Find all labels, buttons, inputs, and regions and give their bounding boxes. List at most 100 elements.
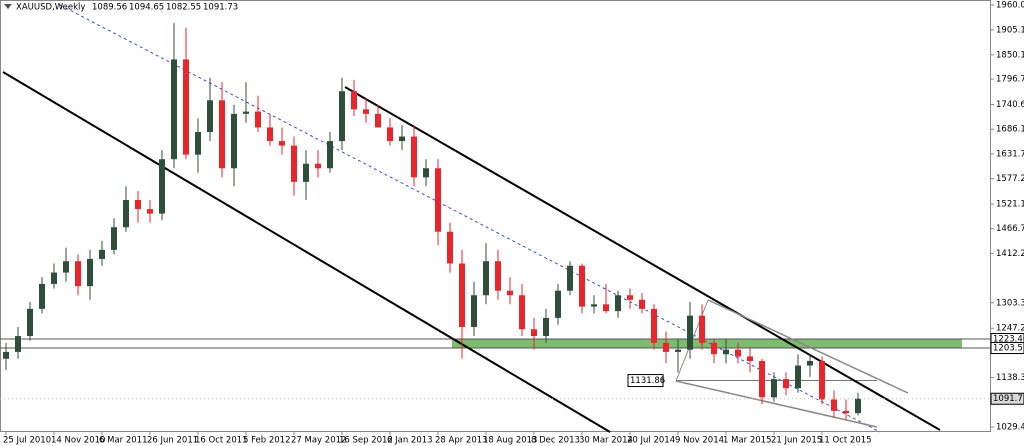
candle-body [39, 284, 45, 309]
candle-body [663, 343, 669, 352]
candle-body [483, 261, 489, 295]
candle-body [699, 316, 705, 343]
candle-body [243, 112, 249, 114]
y-tick-label: 1247.25 [996, 324, 1024, 334]
candle-body [651, 309, 657, 343]
candle-body [3, 352, 9, 359]
x-tick-label: 14 Nov 2010 [51, 436, 105, 446]
candle-body [51, 273, 57, 284]
candle-body [519, 295, 525, 329]
candle-body [63, 261, 69, 272]
y-tick-label: 1303.35 [996, 298, 1024, 308]
candle-body [807, 361, 813, 366]
candle-body [147, 209, 153, 214]
y-tick-label: 1138.35 [996, 373, 1024, 383]
candle-body [195, 132, 201, 155]
candle-body [171, 59, 177, 159]
x-tick-label: 30 Mar 2014 [579, 436, 633, 446]
candle-body [255, 112, 261, 128]
candle-body [375, 114, 381, 128]
candle-body [183, 59, 189, 154]
candle-body [507, 291, 513, 296]
x-tick-label: 18 Aug 2013 [483, 436, 537, 446]
candle-body [291, 146, 297, 182]
y-tick-label: 1686.15 [996, 125, 1024, 135]
y-tick-label: 1796.70 [996, 75, 1024, 85]
candle-body [159, 159, 165, 213]
candle-body [207, 100, 213, 132]
candle-body [387, 127, 393, 141]
candle-body [567, 266, 573, 291]
candle-body [783, 379, 789, 388]
x-tick-label: 1 Mar 2015 [723, 436, 771, 446]
candle-body [531, 329, 537, 336]
x-tick-label: 8 Dec 2013 [531, 436, 580, 446]
candle-body [543, 318, 549, 336]
candle-body [447, 232, 453, 264]
candle-body [579, 266, 585, 307]
candle-body [15, 336, 21, 352]
x-tick-label: 6 Jan 2013 [387, 436, 433, 446]
candle-body [771, 379, 777, 397]
y-tick-label: 1521.15 [996, 200, 1024, 210]
x-tick-label: 16 Oct 2011 [195, 436, 248, 446]
candle-body [675, 350, 681, 352]
x-tick-label: 20 Jul 2014 [627, 436, 675, 446]
ohlc-value: 1082.55 [166, 3, 201, 13]
candle-body [219, 100, 225, 168]
candle-body [267, 127, 273, 141]
candle-body [459, 263, 465, 326]
candle-body [411, 137, 417, 178]
candle-body [603, 304, 609, 311]
candle-body [819, 361, 825, 400]
candle-body [711, 343, 717, 354]
candle-body [87, 259, 93, 286]
candle-body [279, 141, 285, 146]
y-tick-label: 1029.45 [996, 422, 1024, 432]
x-tick-label: 6 Mar 2011 [99, 436, 147, 446]
candle-body [795, 366, 801, 389]
candle-body [123, 200, 129, 227]
support-zone [452, 339, 962, 348]
y-tick-label: 1577.25 [996, 174, 1024, 184]
candle-body [747, 356, 753, 361]
candle-body [111, 227, 117, 250]
ohlc-value: 1089.56 [92, 3, 127, 13]
x-tick-label: 16 Sep 2012 [339, 436, 393, 446]
x-tick-label: 26 Jun 2011 [147, 436, 198, 446]
x-tick-label: 11 Oct 2015 [819, 436, 872, 446]
x-tick-label: 25 Jul 2010 [3, 436, 51, 446]
candle-body [723, 350, 729, 355]
y-tick-label: 1905.10 [996, 25, 1024, 35]
candle-body [495, 261, 501, 290]
y-tick-label: 1960.05 [996, 1, 1024, 11]
candle-body [423, 168, 429, 177]
candle-body [843, 411, 849, 413]
candle-body [135, 200, 141, 209]
x-tick-label: 21 Jun 2015 [771, 436, 822, 446]
candle-body [627, 295, 633, 300]
y-tick-label: 1466.70 [996, 224, 1024, 234]
candle-body [99, 250, 105, 259]
x-tick-label: 5 Feb 2012 [243, 436, 291, 446]
candle-body [435, 168, 441, 231]
candle-body [231, 114, 237, 168]
candle-body [363, 109, 369, 114]
candle-body [639, 300, 645, 309]
candle-body [303, 164, 309, 182]
candle-body [735, 350, 741, 357]
candle-body [471, 295, 477, 327]
candle-body [327, 141, 333, 168]
candle-body [555, 291, 561, 318]
ohlc-value: 1091.73 [203, 3, 238, 13]
y-tick-label: 1740.60 [996, 100, 1024, 110]
y-tick-label: 1850.15 [996, 50, 1024, 60]
candle-body [399, 137, 405, 142]
candle-body [615, 295, 621, 311]
x-tick-label: 9 Nov 2014 [675, 436, 724, 446]
candle-body [591, 304, 597, 306]
candle-body [831, 400, 837, 411]
candle-body [75, 261, 81, 286]
